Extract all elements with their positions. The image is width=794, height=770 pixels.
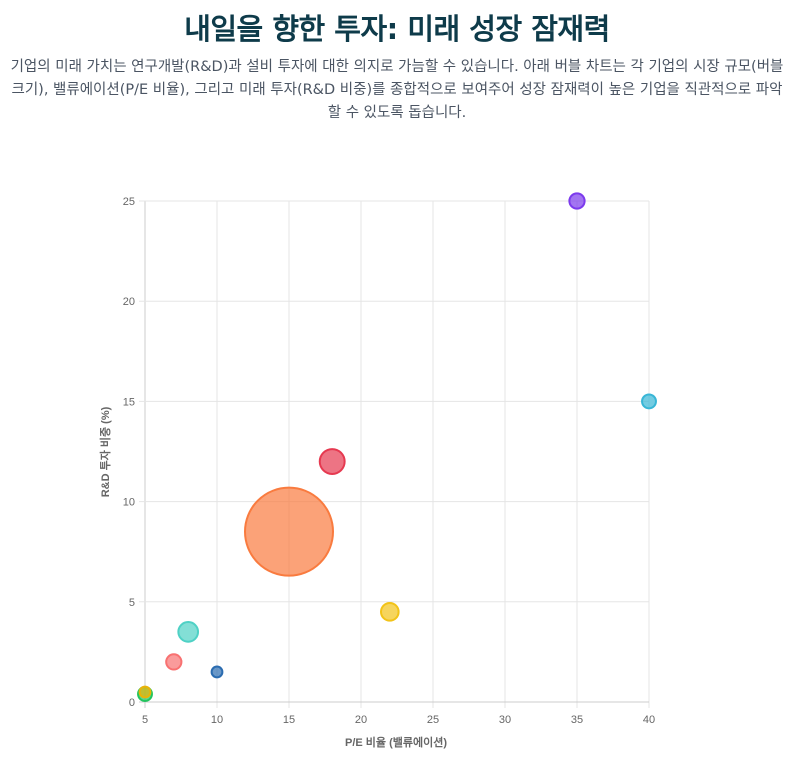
y-tick-label: 0	[129, 697, 135, 709]
bubble-point[interactable]	[138, 685, 152, 699]
bubble-point[interactable]	[165, 653, 183, 671]
bubble-point[interactable]	[244, 486, 334, 577]
page-title: 내일을 향한 투자: 미래 성장 잠재력	[184, 12, 610, 46]
page-header: 내일을 향한 투자: 미래 성장 잠재력 기업의 미래 가치는 연구개발(R&D…	[0, 0, 794, 125]
bubble-point[interactable]	[177, 621, 200, 643]
y-tick-label: 10	[123, 497, 135, 509]
x-tick-label: 25	[427, 714, 439, 726]
y-tick-label: 5	[129, 597, 135, 609]
y-tick-label: 25	[123, 196, 135, 208]
chart-points	[137, 192, 657, 702]
x-axis-ticks: 5 10 15 20 25 30 35 40	[142, 714, 655, 726]
bubble-point[interactable]	[641, 393, 657, 410]
x-axis-label: P/E 비율 (밸류에이션)	[345, 735, 447, 749]
bubble-chart-container: 0 5 10 15 20 25 5 10 15 20 25 30 35 40 P/E 비율 (밸류에이션…	[0, 180, 794, 766]
y-tick-label: 20	[123, 296, 135, 308]
x-tick-label: 35	[571, 714, 583, 726]
bubble-point[interactable]	[568, 192, 586, 210]
x-tick-label: 10	[211, 714, 223, 726]
x-tick-label: 30	[499, 714, 511, 726]
bubble-point[interactable]	[380, 602, 400, 622]
y-axis-ticks: 0 5 10 15 20 25	[123, 196, 135, 709]
bubble-point[interactable]	[318, 448, 346, 475]
x-tick-label: 15	[283, 714, 295, 726]
x-tick-label: 20	[355, 714, 367, 726]
page-description: 기업의 미래 가치는 연구개발(R&D)과 설비 투자에 대한 의지로 가늠할 …	[10, 59, 784, 121]
x-tick-label: 5	[142, 714, 148, 726]
y-axis-label: R&D 투자 비중 (%)	[98, 406, 112, 497]
x-tick-label: 40	[643, 714, 655, 726]
chart-grid	[139, 200, 650, 708]
bubble-point[interactable]	[210, 665, 224, 679]
y-tick-label: 15	[123, 396, 135, 408]
